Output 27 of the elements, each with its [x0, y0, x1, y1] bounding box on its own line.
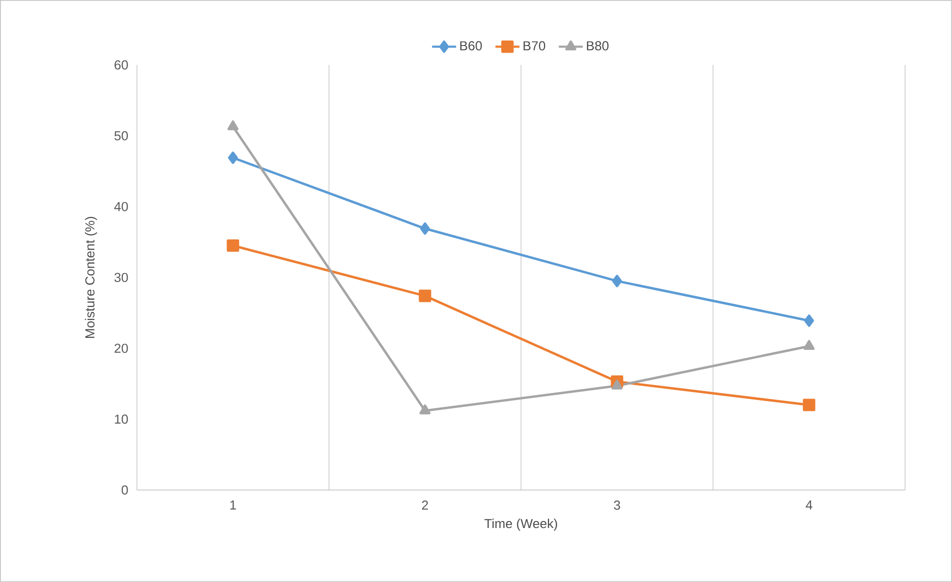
- y-tick-label: 50: [114, 131, 128, 140]
- point: [228, 152, 238, 164]
- x-axis-title: Time (Week): [484, 518, 558, 531]
- point: [420, 222, 430, 235]
- point: [226, 239, 240, 252]
- legend-label: B60: [460, 41, 482, 50]
- legend-label: B80: [586, 41, 609, 50]
- point: [227, 120, 238, 130]
- point: [419, 404, 431, 414]
- x-tick-label: 3: [614, 500, 620, 510]
- legend-label: B70: [524, 41, 546, 50]
- y-tick-label: 20: [114, 344, 128, 353]
- y-tick-label: 0: [122, 485, 128, 495]
- y-axis-title: Moisture Content (%): [84, 216, 98, 338]
- x-tick-label: 1: [230, 500, 236, 510]
- point: [802, 398, 816, 412]
- point: [418, 290, 432, 302]
- y-tick-label: 30: [114, 272, 128, 282]
- y-tick-label: 40: [114, 202, 128, 212]
- x-tick-label: 4: [806, 500, 812, 510]
- point: [804, 314, 814, 327]
- x-tick-label: 2: [422, 500, 428, 510]
- point: [804, 340, 815, 350]
- point: [612, 380, 623, 390]
- y-tick-label: 10: [114, 414, 128, 424]
- point: [612, 274, 622, 288]
- y-tick-label: 60: [114, 60, 128, 70]
